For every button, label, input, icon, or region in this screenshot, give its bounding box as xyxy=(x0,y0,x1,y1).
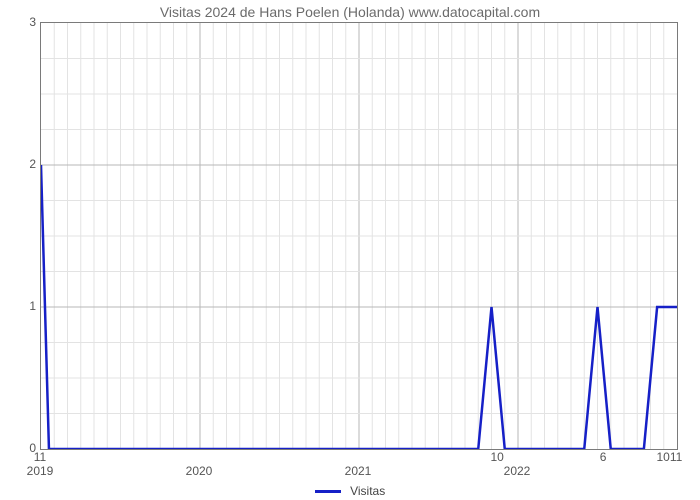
legend-swatch xyxy=(315,490,341,493)
x-sub-label: 1011 xyxy=(656,450,682,464)
plot-svg xyxy=(41,23,677,449)
chart-title: Visitas 2024 de Hans Poelen (Holanda) ww… xyxy=(0,4,700,20)
y-tick-label: 3 xyxy=(6,15,36,29)
plot-area xyxy=(40,22,678,450)
legend: Visitas xyxy=(0,484,700,498)
x-tick-label: 2021 xyxy=(345,464,372,478)
legend-label: Visitas xyxy=(350,484,385,498)
visits-line-chart: Visitas 2024 de Hans Poelen (Holanda) ww… xyxy=(0,0,700,500)
y-tick-label: 1 xyxy=(6,299,36,313)
y-tick-label: 0 xyxy=(6,441,36,455)
x-sub-label: 10 xyxy=(490,450,503,464)
x-tick-label: 2020 xyxy=(186,464,213,478)
x-sub-label: 11 xyxy=(34,450,46,464)
x-sub-label: 6 xyxy=(600,450,607,464)
x-tick-label: 2022 xyxy=(504,464,531,478)
x-tick-label: 2019 xyxy=(27,464,54,478)
y-tick-label: 2 xyxy=(6,157,36,171)
